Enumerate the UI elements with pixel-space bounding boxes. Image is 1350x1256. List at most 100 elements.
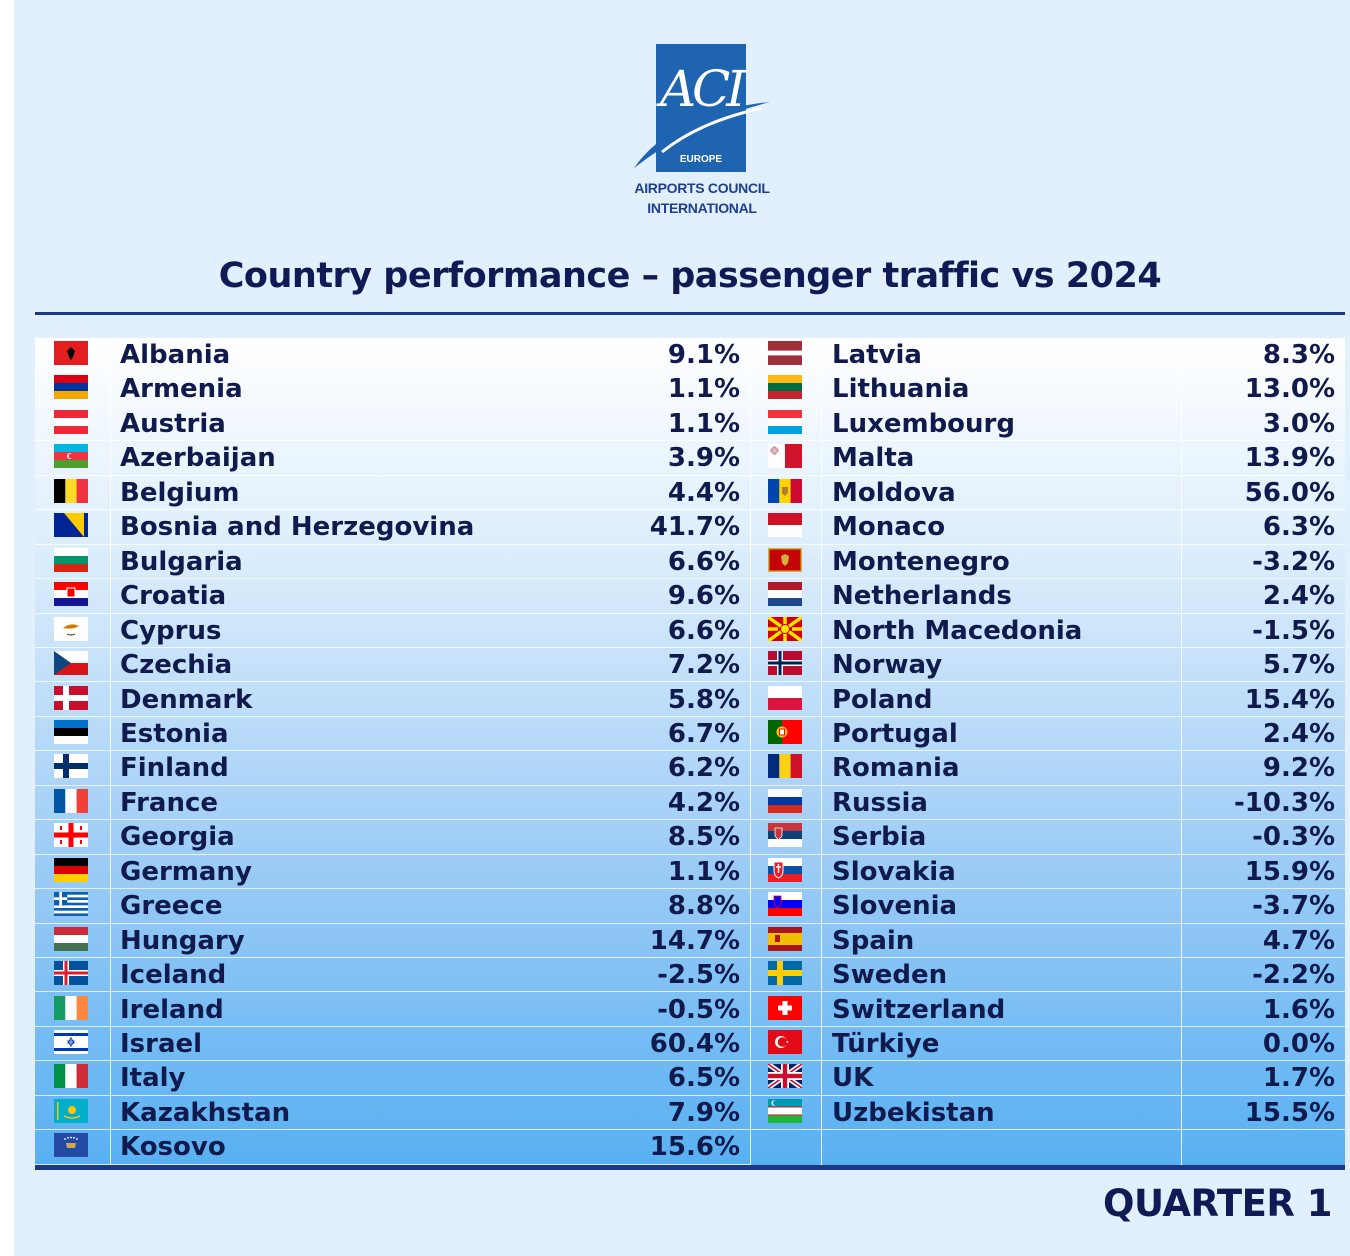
traffic-change-value: -10.3% [1234,787,1335,818]
country-name: Belgium [120,477,240,508]
traffic-change-value: 15.5% [1244,1097,1335,1128]
czechia-flag-icon [54,651,88,676]
country-name: Switzerland [832,994,1006,1025]
table-row: UK 1.7% [750,1061,1345,1096]
lithuania-flag-icon [768,375,802,400]
country-name: Romania [832,753,960,784]
column-divider [110,338,111,1165]
traffic-change-value: 6.5% [667,1063,740,1094]
albania-flag-icon [54,341,88,365]
finland-flag-icon [54,754,88,779]
table-row: Luxembourg 3.0% [750,407,1345,442]
azerbaijan-flag-icon [54,444,88,469]
traffic-change-value: 6.2% [667,753,740,784]
table-row: Slovenia -3.7% [750,889,1345,924]
table-row: Croatia 9.6% [35,579,750,614]
spain-flag-icon [768,926,802,951]
traffic-change-value: 3.9% [667,443,740,474]
moldova-flag-icon [768,478,802,503]
iceland-flag-icon [54,961,88,986]
traffic-change-value: 6.7% [667,718,740,749]
table-row: Netherlands 2.4% [750,579,1345,614]
traffic-change-value: -3.2% [1252,546,1335,577]
slovakia-flag-icon [768,857,802,882]
table-row: Czechia 7.2% [35,648,750,683]
table-row: Poland 15.4% [750,683,1345,717]
cyprus-flag-icon [54,616,88,641]
country-name: Cyprus [120,615,222,646]
ireland-flag-icon [54,995,88,1020]
country-name: Lithuania [832,374,970,405]
country-name: Denmark [120,684,253,715]
traffic-change-value: 14.7% [649,925,740,956]
croatia-flag-icon [54,582,88,607]
table-bottom-rule [35,1165,1345,1170]
north-macedonia-flag-icon [768,616,802,641]
country-name: Georgia [120,822,235,853]
traffic-change-value: 3.0% [1262,408,1335,439]
country-name: Netherlands [832,581,1012,612]
country-name: Luxembourg [832,408,1015,439]
table-row: Türkiye 0.0% [750,1027,1345,1062]
montenegro-flag-icon [768,547,802,572]
country-name: Greece [120,891,223,922]
traffic-change-value: 1.1% [667,408,740,439]
logo-line-2: INTERNATIONAL [647,200,757,216]
traffic-change-value: 60.4% [649,1029,740,1059]
table-row: Serbia -0.3% [750,820,1345,855]
country-name: Montenegro [832,546,1010,577]
romania-flag-icon [768,754,802,779]
column-divider [1181,338,1182,1165]
table-row: Armenia 1.1% [35,372,750,407]
table-row: Georgia 8.5% [35,820,750,855]
table-row: Italy 6.5% [35,1061,750,1096]
table-row: Norway 5.7% [750,648,1345,683]
traffic-change-value: -3.7% [1252,891,1335,922]
country-name: Malta [832,443,915,474]
germany-flag-icon [54,857,88,882]
table-row: Denmark 5.8% [35,683,750,717]
traffic-change-value: 8.3% [1262,340,1335,370]
armenia-flag-icon [54,375,88,400]
report-page: ACI EUROPE AIRPORTS COUNCIL INTERNATIONA… [14,0,1350,1256]
country-name: Czechia [120,650,233,681]
table-row: Montenegro -3.2% [750,545,1345,580]
country-name: Moldova [832,477,956,508]
country-name: Portugal [832,718,958,749]
table-row: France 4.2% [35,786,750,821]
norway-flag-icon [768,651,802,676]
traffic-change-value: -2.5% [657,960,740,991]
serbia-flag-icon [768,823,802,848]
country-name: Germany [120,856,252,887]
estonia-flag-icon [54,719,88,744]
table-row: Cyprus 6.6% [35,614,750,648]
quarter-label: QUARTER 1 [1103,1182,1332,1225]
table-row: Estonia 6.7% [35,717,750,752]
country-name: Uzbekistan [832,1097,995,1128]
traffic-change-value: 1.7% [1262,1063,1335,1094]
traffic-change-value: 0.0% [1262,1029,1335,1059]
table-row: Russia -10.3% [750,786,1345,821]
table-row: Switzerland 1.6% [750,993,1345,1027]
logo-line-1: AIRPORTS COUNCIL [634,180,770,196]
traffic-change-value: 6.6% [667,546,740,577]
country-name: Poland [832,684,933,715]
table-row: Israel 60.4% [35,1027,750,1062]
greece-flag-icon [54,892,88,917]
traffic-change-value: 41.7% [649,512,740,543]
logo-wordmark: AIRPORTS COUNCIL INTERNATIONAL [632,178,772,218]
traffic-change-value: 8.5% [667,822,740,853]
table-row: Romania 9.2% [750,751,1345,786]
france-flag-icon [54,788,88,813]
table-row: Slovakia 15.9% [750,855,1345,890]
country-name: Monaco [832,512,946,543]
belgium-flag-icon [54,478,88,503]
traffic-change-value: 15.4% [1244,684,1335,715]
traffic-change-value: 9.6% [667,581,740,612]
left-column: Albania 9.1% Armenia 1.1% Austria 1.1% Azerbai… [35,338,750,1165]
traffic-change-value: 1.1% [667,374,740,405]
country-name: Norway [832,650,943,681]
hungary-flag-icon [54,926,88,951]
netherlands-flag-icon [768,582,802,607]
logo-emblem [656,44,746,172]
